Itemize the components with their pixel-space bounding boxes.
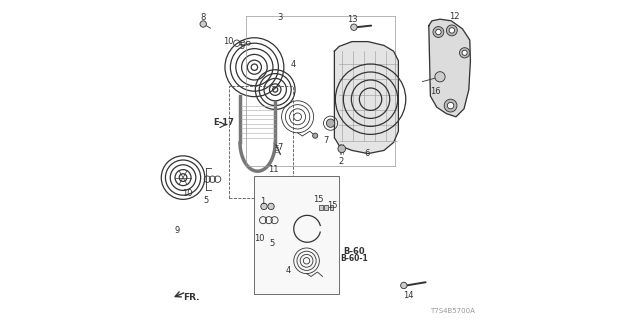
Text: 6: 6 <box>365 149 370 158</box>
Text: 9: 9 <box>175 226 180 235</box>
Circle shape <box>401 282 407 289</box>
Circle shape <box>312 133 317 138</box>
Bar <box>254 176 339 294</box>
Text: 5: 5 <box>269 239 275 248</box>
Text: 12: 12 <box>449 12 460 20</box>
Text: FR.: FR. <box>183 293 200 302</box>
Circle shape <box>261 203 268 210</box>
Text: 7: 7 <box>277 143 283 152</box>
Polygon shape <box>334 42 398 154</box>
Text: 15: 15 <box>328 201 338 210</box>
Text: 7: 7 <box>323 136 328 145</box>
Text: 5: 5 <box>239 42 244 51</box>
Text: 14: 14 <box>403 292 413 300</box>
Text: 1: 1 <box>260 197 265 206</box>
Circle shape <box>444 99 457 112</box>
Circle shape <box>268 203 275 210</box>
Bar <box>330 205 333 210</box>
Bar <box>319 205 323 210</box>
Polygon shape <box>429 19 470 117</box>
Circle shape <box>447 102 454 109</box>
Circle shape <box>435 72 445 82</box>
Text: T7S4B5700A: T7S4B5700A <box>430 308 475 314</box>
Circle shape <box>436 29 441 35</box>
Circle shape <box>447 25 458 36</box>
Text: 4: 4 <box>290 60 296 68</box>
Circle shape <box>326 119 335 127</box>
Text: B-60: B-60 <box>343 247 365 256</box>
Circle shape <box>200 21 206 27</box>
Text: E-17: E-17 <box>212 118 234 127</box>
Text: 5: 5 <box>204 196 209 204</box>
Text: B-60-1: B-60-1 <box>340 254 368 263</box>
Text: 10: 10 <box>254 234 264 243</box>
Text: 3: 3 <box>277 13 283 22</box>
Circle shape <box>351 24 357 30</box>
Bar <box>324 205 328 210</box>
Bar <box>229 86 293 198</box>
Text: 4: 4 <box>285 266 291 275</box>
Circle shape <box>433 27 444 37</box>
Text: 8: 8 <box>200 13 206 22</box>
Text: 10: 10 <box>182 189 193 198</box>
Text: 2: 2 <box>338 157 344 166</box>
Text: 15: 15 <box>313 195 324 204</box>
Circle shape <box>338 145 346 153</box>
Text: 13: 13 <box>347 15 357 24</box>
Text: 10: 10 <box>223 37 234 46</box>
Circle shape <box>462 50 467 55</box>
Circle shape <box>449 28 454 33</box>
Text: 11: 11 <box>268 165 279 174</box>
Circle shape <box>460 48 470 58</box>
Text: 16: 16 <box>430 87 440 96</box>
